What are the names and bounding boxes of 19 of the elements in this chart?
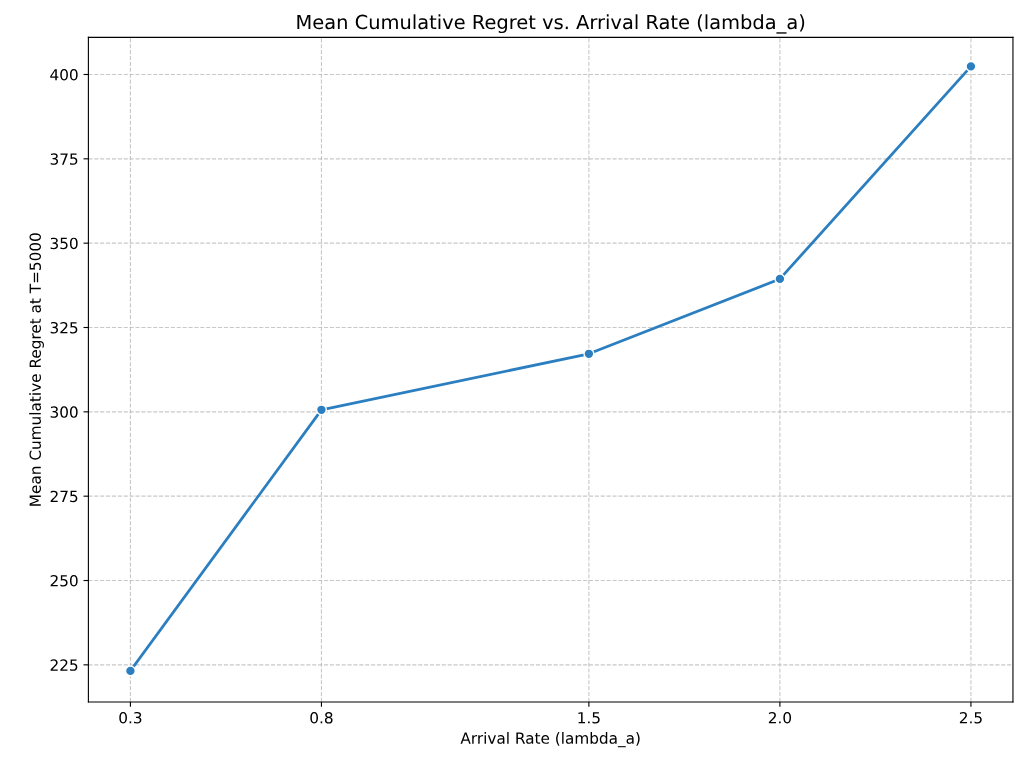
x-tick-label: 0.8 bbox=[310, 711, 333, 724]
x-tick-label: 1.5 bbox=[578, 712, 600, 724]
x-axis-title: Arrival Rate (lambda_a) bbox=[460, 732, 640, 748]
y-tick-label: 400 bbox=[50, 68, 78, 81]
point bbox=[315, 404, 327, 416]
y-axis-title: Mean Cumulative Regret at T=5000 bbox=[29, 233, 44, 506]
y-tick-label: 350 bbox=[50, 237, 78, 250]
x-tick-label: 2.0 bbox=[768, 711, 792, 724]
y-tick-label: 250 bbox=[50, 574, 78, 587]
chart-title: Mean Cumulative Regret vs. Arrival Rate (lambda_a) bbox=[297, 14, 805, 34]
y-tick-label: 375 bbox=[50, 153, 78, 165]
y-tick-label: 325 bbox=[50, 321, 78, 334]
y-tick-label: 225 bbox=[50, 659, 78, 671]
point bbox=[774, 273, 786, 285]
y-tick-label: 300 bbox=[50, 406, 78, 418]
y-tick-label: 275 bbox=[50, 490, 78, 503]
x-tick-label: 2.5 bbox=[959, 711, 982, 724]
x-tick-label: 0.3 bbox=[119, 711, 142, 724]
point bbox=[583, 348, 595, 360]
